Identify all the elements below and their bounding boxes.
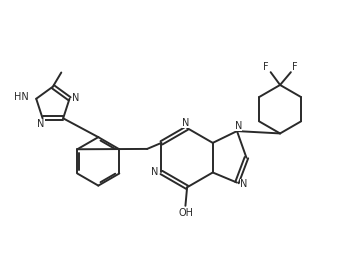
Text: F: F — [292, 62, 298, 72]
Text: OH: OH — [178, 208, 194, 218]
Text: N: N — [151, 167, 159, 177]
Text: N: N — [183, 118, 190, 128]
Text: N: N — [72, 93, 79, 103]
Text: HN: HN — [14, 92, 29, 102]
Text: N: N — [37, 119, 45, 129]
Text: N: N — [240, 179, 247, 189]
Text: F: F — [263, 62, 269, 72]
Text: N: N — [235, 121, 242, 131]
